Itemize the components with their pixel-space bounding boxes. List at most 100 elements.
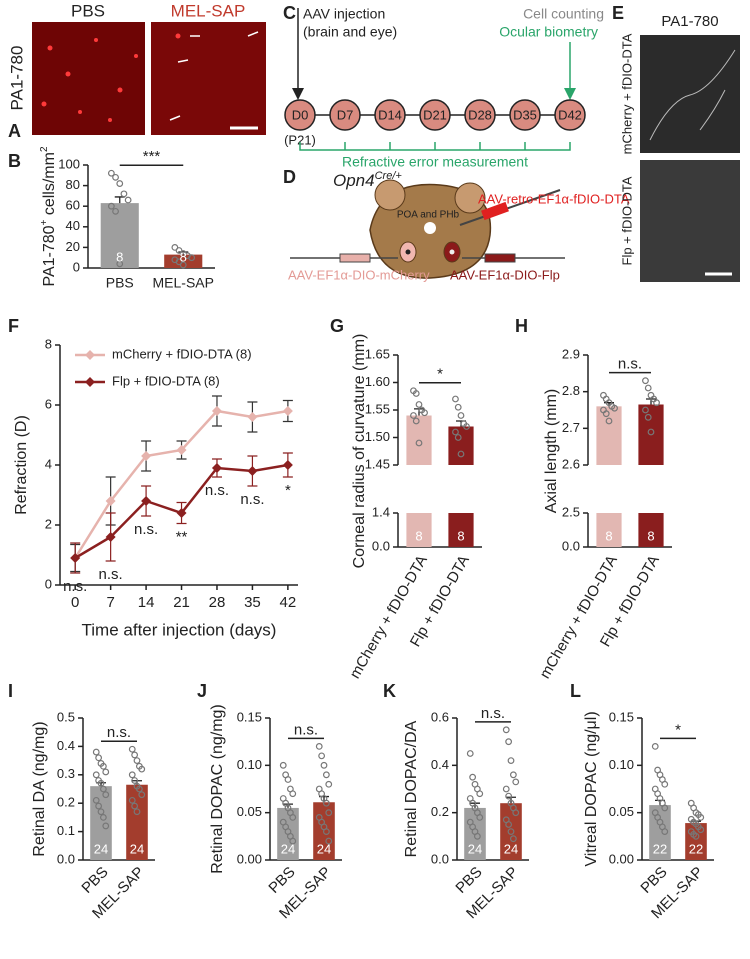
day-label: D42: [558, 107, 582, 122]
y-axis-label: Axial length (mm): [543, 389, 560, 513]
marker: [176, 445, 187, 455]
marker: [105, 532, 116, 542]
virus-label: AAV-EF1α-DIO-Flp: [450, 267, 560, 282]
data-point: [415, 401, 423, 408]
data-point: [135, 785, 143, 793]
y-tick-label: 0.15: [609, 709, 634, 724]
y-tick-label: 60: [66, 198, 80, 213]
n-label: 24: [468, 841, 482, 856]
y-tick-label: 0.00: [609, 851, 634, 866]
significance: n.s.: [618, 356, 642, 373]
bar-lower: [406, 513, 432, 547]
data-point: [322, 828, 330, 835]
y-axis-label: Refraction (D): [13, 415, 30, 515]
y-axis-label-part: cells/mm: [41, 152, 58, 220]
n-label: 24: [94, 841, 108, 856]
significance: n.s.: [107, 724, 131, 741]
data-point: [505, 792, 513, 800]
day-node: [554, 99, 586, 131]
y-tick-label: 1.65: [365, 346, 390, 361]
y-tick-label: 0.10: [237, 757, 262, 772]
marker: [211, 406, 222, 416]
y-axis-label-part: 2: [39, 146, 50, 152]
data-point: [92, 771, 100, 779]
annotation: (brain and eye): [303, 24, 397, 40]
y-tick-label: 0.2: [431, 804, 449, 819]
data-point: [647, 428, 655, 436]
marker: [282, 406, 293, 416]
image-title: PA1-780: [661, 13, 718, 30]
legend-marker: [85, 350, 95, 360]
x-axis-label: Time after injection (days): [82, 620, 277, 639]
strain: Opn4Cre/+: [333, 170, 402, 191]
legend-label: Flp + fDIO-DTA (8): [112, 373, 220, 388]
fibers: [649, 49, 736, 141]
data-point: [452, 395, 459, 403]
marker: [211, 463, 222, 473]
data-point: [138, 791, 146, 799]
y-tick-label: 0: [73, 259, 80, 274]
y-tick-label: 2.8: [562, 383, 580, 398]
micrograph: [640, 160, 740, 282]
annotation: *: [285, 482, 291, 499]
data-point: [661, 828, 669, 835]
significance: *: [437, 366, 443, 383]
data-point: [512, 809, 520, 817]
annotation: n.s.: [205, 482, 229, 499]
image-label: mCherry + fDIO-DTA: [619, 33, 634, 154]
y-axis-label: PA1-780+ cells/mm2: [39, 146, 58, 286]
y-tick-label: 2.9: [562, 346, 580, 361]
bar-lower: [638, 513, 664, 547]
x-tick-label: 0: [71, 594, 79, 611]
data-point: [605, 417, 613, 425]
error-bar: [114, 196, 125, 204]
cells: [41, 33, 181, 122]
bracket: [299, 142, 571, 151]
day-node: [509, 99, 541, 131]
image-label: MEL-SAP: [171, 1, 246, 20]
data-point: [476, 814, 484, 821]
data-point: [469, 773, 477, 781]
n-label: 24: [317, 841, 331, 856]
y-tick-label: 8: [45, 336, 52, 351]
data-point: [133, 757, 141, 764]
n-label: 22: [653, 841, 667, 856]
y-tick-label: 0.15: [237, 709, 262, 724]
panel-label: F: [8, 316, 19, 336]
data-point: [133, 808, 141, 816]
y-tick-label: 0.4: [57, 738, 75, 753]
y-tick-label: 2.5: [562, 504, 580, 519]
significance: n.s.: [294, 721, 318, 738]
y-tick-label: 1.55: [365, 401, 390, 416]
bar-lower: [448, 513, 474, 547]
site-label: POA and PHb: [397, 210, 460, 221]
day-node: [464, 99, 496, 131]
n-label: 8: [180, 249, 187, 264]
day-label: D14: [378, 107, 402, 122]
n-label: 8: [415, 528, 422, 543]
x-tick-label: 42: [280, 594, 297, 611]
data-point: [95, 802, 103, 810]
y-tick-label: 0.0: [372, 538, 390, 553]
significance: ***: [143, 148, 161, 165]
data-point: [454, 434, 462, 441]
y-tick-label: 6: [45, 396, 52, 411]
bar: [100, 203, 139, 268]
x-tick-label: PBS: [106, 275, 134, 291]
marker: [141, 451, 152, 461]
y-axis-label: Retinal DOPAC (ng/mg): [209, 704, 226, 874]
x-tick-label: mCherry + fDIO-DTA: [347, 552, 431, 681]
data-point: [92, 748, 100, 756]
y-tick-label: 0.5: [57, 709, 75, 724]
data-point: [284, 776, 292, 783]
significance: *: [675, 721, 681, 738]
n-label: 8: [647, 528, 654, 543]
annotation: Refractive error measurement: [342, 154, 528, 170]
data-point: [188, 254, 196, 262]
day-label: D28: [468, 107, 492, 122]
data-point: [318, 752, 326, 760]
data-point: [322, 771, 330, 779]
y-tick-label: 0.10: [609, 757, 634, 772]
data-point: [102, 791, 110, 799]
